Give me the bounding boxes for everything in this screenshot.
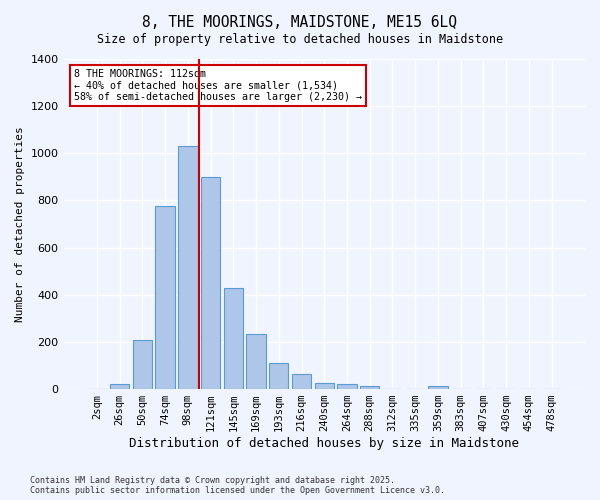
Bar bbox=[247, 334, 266, 389]
Text: 8 THE MOORINGS: 112sqm
← 40% of detached houses are smaller (1,534)
58% of semi-: 8 THE MOORINGS: 112sqm ← 40% of detached… bbox=[74, 69, 362, 102]
Bar bbox=[428, 386, 448, 389]
Text: Contains HM Land Registry data © Crown copyright and database right 2025.
Contai: Contains HM Land Registry data © Crown c… bbox=[30, 476, 445, 495]
Bar bbox=[155, 206, 175, 389]
Bar bbox=[133, 340, 152, 389]
Bar bbox=[201, 177, 220, 389]
Text: 8, THE MOORINGS, MAIDSTONE, ME15 6LQ: 8, THE MOORINGS, MAIDSTONE, ME15 6LQ bbox=[143, 15, 458, 30]
Bar bbox=[269, 363, 289, 389]
Bar bbox=[292, 374, 311, 389]
Bar bbox=[337, 384, 356, 389]
Bar bbox=[360, 386, 379, 389]
X-axis label: Distribution of detached houses by size in Maidstone: Distribution of detached houses by size … bbox=[129, 437, 519, 450]
Bar bbox=[110, 384, 130, 389]
Text: Size of property relative to detached houses in Maidstone: Size of property relative to detached ho… bbox=[97, 32, 503, 46]
Bar bbox=[178, 146, 197, 389]
Y-axis label: Number of detached properties: Number of detached properties bbox=[15, 126, 25, 322]
Bar bbox=[314, 383, 334, 389]
Bar bbox=[224, 288, 243, 389]
